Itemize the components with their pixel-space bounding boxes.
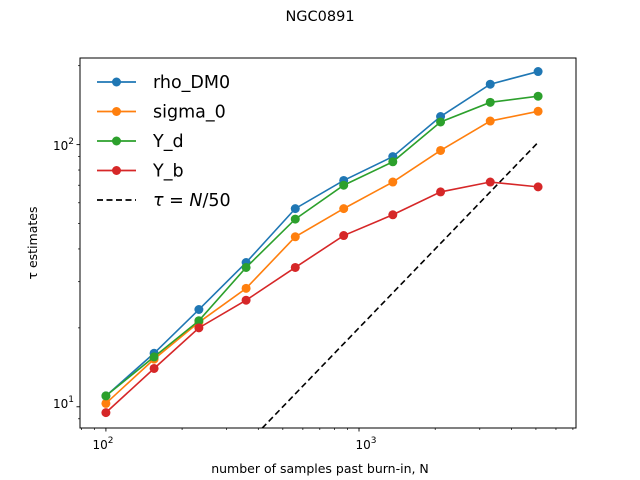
- legend-entry: sigma_0: [97, 103, 226, 123]
- legend: rho_DM0 sigma_0 Y_d Y_b τ = N/50: [97, 73, 231, 211]
- data-point: [241, 283, 251, 293]
- y-tick-label-10: 101: [53, 395, 74, 411]
- series-layer: [101, 67, 543, 418]
- series-line: [105, 95, 539, 397]
- data-point: [194, 316, 204, 326]
- legend-swatch-marker: [112, 136, 121, 146]
- data-point: [436, 117, 446, 127]
- x-axis-label: number of samples past burn-in, N: [211, 461, 429, 476]
- x-tick-label-100: 102: [92, 436, 113, 452]
- reference-line-layer: [261, 141, 539, 428]
- legend-entry: rho_DM0: [97, 73, 230, 93]
- data-point: [101, 408, 111, 418]
- data-point: [241, 262, 251, 272]
- data-point: [290, 204, 300, 214]
- series-y-b: [101, 177, 543, 418]
- data-point: [241, 295, 251, 305]
- data-point: [436, 145, 446, 155]
- data-point: [194, 305, 204, 315]
- series-y-d: [101, 91, 543, 401]
- data-point: [388, 177, 398, 187]
- chart-title: NGC0891: [285, 9, 354, 25]
- data-point: [290, 232, 300, 242]
- data-point: [339, 180, 349, 190]
- legend-label: sigma_0: [153, 103, 226, 123]
- data-point: [339, 204, 349, 214]
- legend-entry: τ = N/50: [97, 191, 231, 211]
- data-point: [485, 116, 495, 126]
- legend-entry: Y_b: [97, 162, 184, 182]
- y-tick-label-100: 102: [53, 137, 74, 153]
- legend-label: τ = N/50: [153, 191, 231, 211]
- data-point: [533, 106, 543, 116]
- data-point: [485, 79, 495, 89]
- legend-label: rho_DM0: [153, 73, 230, 93]
- data-point: [194, 323, 204, 333]
- data-point: [101, 398, 111, 408]
- data-point: [533, 182, 543, 192]
- data-point: [101, 391, 111, 401]
- x-tick-label-1000: 103: [355, 436, 376, 452]
- data-point: [485, 97, 495, 107]
- y-axis-label: τ estimates: [25, 206, 40, 279]
- data-point: [290, 262, 300, 272]
- legend-label: Y_b: [152, 162, 184, 182]
- data-point: [436, 187, 446, 197]
- data-point: [149, 352, 159, 362]
- data-point: [533, 91, 543, 101]
- series-line: [105, 110, 539, 405]
- legend-swatch-marker: [112, 77, 121, 87]
- legend-label: Y_d: [152, 132, 184, 152]
- axes-frame: [79, 57, 577, 429]
- data-point: [485, 177, 495, 187]
- legend-swatch-marker: [112, 166, 121, 175]
- data-point: [533, 67, 543, 77]
- legend-entry: Y_d: [97, 132, 184, 152]
- reference-line-tau: [261, 141, 539, 428]
- data-point: [149, 363, 159, 373]
- data-point: [388, 157, 398, 167]
- data-point: [290, 214, 300, 224]
- series-line: [105, 70, 539, 397]
- series-line: [105, 181, 539, 414]
- legend-swatch-marker: [112, 107, 121, 116]
- plot-area: [76, 57, 577, 432]
- data-point: [339, 231, 349, 241]
- data-point: [388, 210, 398, 220]
